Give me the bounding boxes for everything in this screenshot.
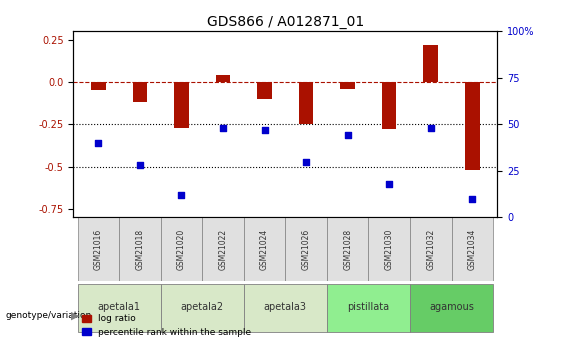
FancyBboxPatch shape (410, 284, 493, 332)
Point (468, 196, 477, 201)
Point (343, 133, 352, 138)
FancyBboxPatch shape (160, 217, 202, 282)
Bar (423, 45, 438, 82)
Text: GSM21034: GSM21034 (468, 229, 477, 270)
FancyBboxPatch shape (327, 217, 368, 282)
Text: apetala2: apetala2 (181, 302, 224, 312)
FancyBboxPatch shape (368, 217, 410, 282)
Point (385, 181, 394, 187)
Bar (465, 82, 480, 170)
FancyBboxPatch shape (119, 217, 160, 282)
Legend: log ratio, percentile rank within the sample: log ratio, percentile rank within the sa… (78, 311, 255, 341)
FancyBboxPatch shape (410, 217, 451, 282)
FancyBboxPatch shape (77, 217, 119, 282)
Bar (340, 82, 355, 89)
FancyBboxPatch shape (244, 284, 327, 332)
Text: apetala3: apetala3 (264, 302, 307, 312)
FancyBboxPatch shape (202, 217, 244, 282)
Text: ▶: ▶ (71, 311, 79, 321)
Bar (382, 82, 397, 129)
Bar (257, 82, 272, 99)
Text: apetala1: apetala1 (98, 302, 141, 312)
Text: GSM21016: GSM21016 (94, 229, 103, 270)
Text: agamous: agamous (429, 302, 474, 312)
Text: GSM21018: GSM21018 (136, 229, 145, 270)
FancyBboxPatch shape (77, 284, 160, 332)
Text: GSM21030: GSM21030 (385, 229, 394, 270)
Text: GSM21022: GSM21022 (219, 229, 228, 270)
FancyBboxPatch shape (244, 217, 285, 282)
Point (219, 125, 228, 131)
Point (426, 125, 435, 131)
Bar (133, 82, 147, 102)
Point (94, 140, 103, 146)
Bar (216, 75, 231, 82)
Text: GSM21020: GSM21020 (177, 229, 186, 270)
Text: genotype/variation: genotype/variation (6, 311, 92, 320)
Bar (299, 82, 314, 124)
Text: GSM21024: GSM21024 (260, 229, 269, 270)
Bar (91, 82, 106, 90)
FancyBboxPatch shape (327, 284, 410, 332)
Point (136, 162, 145, 168)
FancyBboxPatch shape (160, 284, 244, 332)
Point (260, 127, 269, 132)
Text: GSM21028: GSM21028 (343, 229, 352, 270)
Text: pistillata: pistillata (347, 302, 389, 312)
Point (177, 193, 186, 198)
Title: GDS866 / A012871_01: GDS866 / A012871_01 (207, 14, 364, 29)
FancyBboxPatch shape (285, 217, 327, 282)
FancyBboxPatch shape (451, 217, 493, 282)
Bar (174, 82, 189, 128)
Text: GSM21026: GSM21026 (302, 229, 311, 270)
Point (302, 159, 311, 164)
Text: GSM21032: GSM21032 (426, 229, 435, 270)
